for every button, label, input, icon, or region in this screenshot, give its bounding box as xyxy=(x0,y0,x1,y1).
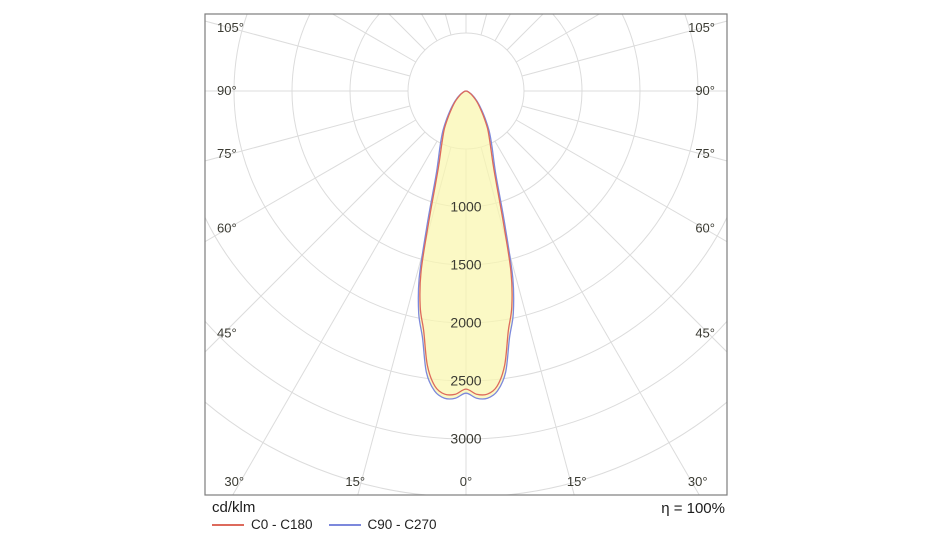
angle-label-bottom: 30° xyxy=(224,474,244,489)
angle-label-right: 75° xyxy=(695,146,715,161)
angle-label-bottom: 0° xyxy=(460,474,472,489)
grid-ray xyxy=(494,14,512,42)
grid-ray xyxy=(521,20,727,77)
angle-label-right: 105° xyxy=(688,20,715,35)
beam-fill xyxy=(418,91,514,399)
grid-ray xyxy=(494,140,700,495)
ring-value-label: 1500 xyxy=(450,257,481,273)
grid-ray xyxy=(205,131,426,353)
grid-ray xyxy=(205,105,411,162)
ring-value-label: 1000 xyxy=(450,199,481,215)
angle-label-right: 90° xyxy=(695,83,715,98)
angle-label-left: 75° xyxy=(217,146,237,161)
angle-label-left: 45° xyxy=(217,326,237,341)
unit-label: cd/klm xyxy=(212,499,256,516)
angle-label-right: 45° xyxy=(695,326,715,341)
angle-label-left: 90° xyxy=(217,83,237,98)
c0-c180-curve xyxy=(419,90,513,396)
angle-label-bottom: 15° xyxy=(567,474,587,489)
ring-value-label: 3000 xyxy=(450,431,481,447)
axis-labels: 1000 1500 2000 2500 3000 0° 15° 15° 30° 30° 45° 45°… xyxy=(217,20,715,489)
grid-ray xyxy=(331,14,417,63)
legend-item-c90: C90 - C270 xyxy=(328,517,437,532)
grid-ray xyxy=(232,140,438,495)
c90-line-swatch xyxy=(328,523,361,526)
legend-label-c0: C0 - C180 xyxy=(251,517,313,532)
angle-label-left: 105° xyxy=(217,20,244,35)
ring-value-label: 2000 xyxy=(450,315,481,331)
plot-border xyxy=(204,13,728,496)
c0-line-swatch xyxy=(212,523,244,526)
ring-value-label: 2500 xyxy=(450,373,481,389)
grid-ray xyxy=(205,20,411,77)
grid-ray xyxy=(521,105,727,162)
grid-ray xyxy=(420,14,438,42)
beam-lobes xyxy=(417,90,515,400)
legend-label-c90: C90 - C270 xyxy=(367,517,437,532)
grid-ray xyxy=(515,119,727,243)
angle-label-bottom: 15° xyxy=(345,474,365,489)
grid-ray xyxy=(506,131,727,353)
grid-ray xyxy=(515,14,601,63)
angle-label-left: 60° xyxy=(217,221,237,236)
grid-ray xyxy=(205,119,417,243)
legend-item-c0: C0 - C180 xyxy=(212,517,313,532)
angle-label-bottom: 30° xyxy=(688,474,708,489)
angle-label-right: 60° xyxy=(695,221,715,236)
efficiency-label: η = 100% xyxy=(661,500,725,517)
legend: C0 - C180 C90 - C270 xyxy=(212,517,453,532)
